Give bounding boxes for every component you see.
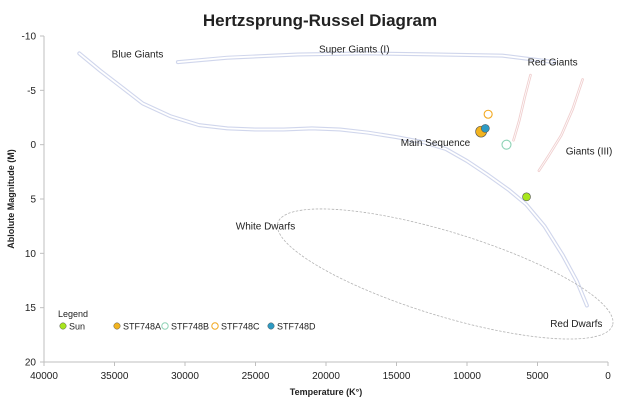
legend-label: Sun — [69, 322, 85, 332]
x-tick-label: 40000 — [30, 371, 58, 382]
region-label: Main Sequence — [401, 138, 471, 149]
legend-label: STF748B — [171, 322, 209, 332]
x-tick-label: 10000 — [453, 371, 481, 382]
data-point — [501, 139, 512, 150]
region-labels: Blue Giants Super Giants (I) Red Giants Mai… — [112, 44, 613, 330]
region-label: Red Dwarfs — [550, 319, 602, 330]
y-tick-label: 10 — [25, 249, 37, 260]
y-tick-label: 0 — [30, 140, 36, 151]
region-label: Blue Giants — [112, 50, 164, 61]
main-sequence-band — [77, 51, 589, 308]
x-axis-ticks: 40000 35000 30000 25000 20000 15000 10000 5000 0 — [30, 362, 611, 382]
data-points — [475, 109, 531, 202]
y-tick-label: 15 — [25, 303, 37, 314]
region-label: Giants (III) — [566, 146, 613, 157]
legend-marker — [211, 322, 219, 330]
white-dwarfs-ellipse — [277, 208, 614, 340]
x-tick-label: 30000 — [171, 371, 199, 382]
data-point — [483, 109, 493, 119]
legend-label: STF748D — [277, 322, 316, 332]
legend-marker — [113, 322, 121, 330]
chart-title: Hertzsprung-Russel Diagram — [203, 11, 437, 30]
super-giants-band-core — [177, 52, 556, 63]
red-giants-band-left-core — [513, 74, 531, 141]
y-tick-label: -10 — [22, 32, 37, 43]
region-bands — [77, 51, 614, 340]
legend-marker — [267, 322, 275, 330]
y-axis-title: Ablolute Magnitude (M) — [6, 149, 16, 248]
legend-items: Sun STF748A STF748B STF748C STF748D — [59, 322, 316, 332]
x-tick-label: 0 — [605, 371, 611, 382]
red-giants-band-right-core — [538, 79, 583, 172]
legend-marker — [161, 322, 169, 330]
legend-label: STF748C — [221, 322, 260, 332]
data-point — [522, 192, 531, 202]
y-axis-ticks: -10 -5 0 5 10 15 20 — [22, 32, 44, 369]
y-tick-label: -5 — [27, 86, 36, 97]
data-point — [481, 124, 490, 133]
region-label: Red Giants — [528, 57, 578, 68]
y-tick-label: 5 — [30, 195, 36, 206]
legend: Legend Sun STF748A STF748B STF748C STF748D — [58, 309, 316, 332]
x-tick-label: 15000 — [383, 371, 411, 382]
legend-label: STF748A — [123, 322, 161, 332]
main-sequence-band-core — [78, 52, 588, 307]
legend-title: Legend — [58, 309, 88, 319]
y-tick-label: 20 — [25, 358, 37, 369]
region-label: White Dwarfs — [236, 221, 295, 232]
x-tick-label: 25000 — [242, 371, 270, 382]
x-tick-label: 5000 — [526, 371, 549, 382]
x-axis-title: Temperature (K°) — [290, 387, 362, 397]
legend-marker — [59, 322, 67, 330]
x-tick-label: 35000 — [101, 371, 129, 382]
x-tick-label: 20000 — [312, 371, 340, 382]
region-label: Super Giants (I) — [319, 44, 390, 55]
